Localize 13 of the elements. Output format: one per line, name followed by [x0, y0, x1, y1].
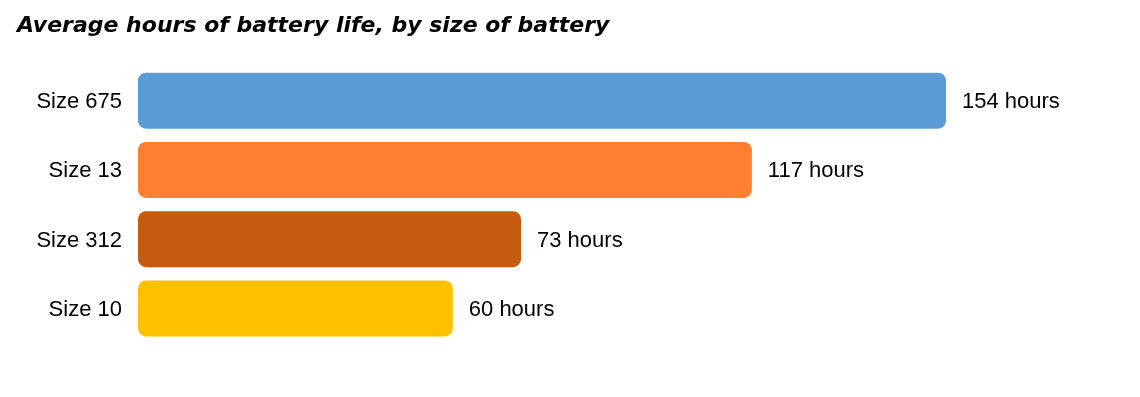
bar: [138, 211, 522, 268]
y-tick-label: Size 13: [48, 157, 122, 183]
bar: [138, 72, 946, 129]
chart-title: Average hours of battery life, by size of battery: [15, 11, 611, 37]
data-label: 60 hours: [468, 295, 555, 321]
y-tick-label: Size 312: [36, 226, 122, 252]
y-tick-label: Size 675: [36, 88, 122, 114]
bar: [138, 280, 453, 337]
data-label: 154 hours: [962, 88, 1060, 114]
data-label: 117 hours: [767, 157, 865, 183]
data-label: 73 hours: [537, 226, 623, 252]
y-tick-label: Size 10: [48, 295, 122, 321]
bar: [138, 141, 752, 198]
